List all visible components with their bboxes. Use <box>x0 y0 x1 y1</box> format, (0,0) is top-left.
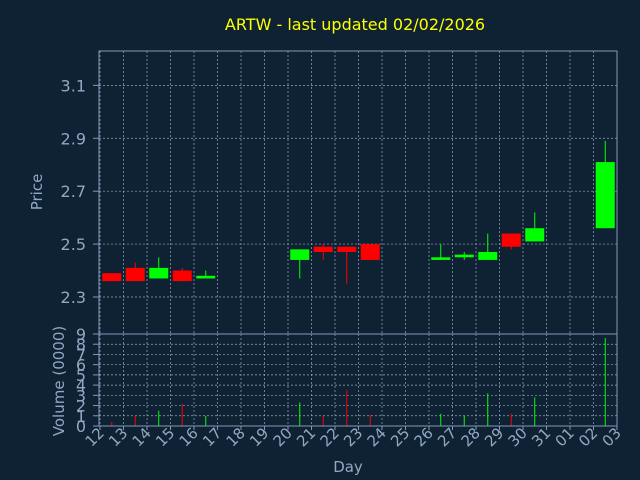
candle-body <box>337 246 357 253</box>
candle-body <box>125 267 145 282</box>
candle-body <box>313 246 333 253</box>
candle-body <box>149 267 169 279</box>
price-tick-label: 2.5 <box>61 235 86 254</box>
price-tick-label: 2.7 <box>61 182 86 201</box>
volume-tick-label: 8 <box>76 335 86 354</box>
candle-body <box>102 273 122 282</box>
volume-tick-label: 9 <box>76 325 86 344</box>
candles <box>102 140 615 284</box>
candle-body <box>196 275 216 279</box>
candle-body <box>595 162 615 229</box>
price-axis-label: Price <box>28 174 46 211</box>
volume-tick-label: 2 <box>76 397 86 416</box>
volume-panel-frame <box>98 333 618 427</box>
volume-tick-label: 6 <box>76 356 86 375</box>
candle-body <box>478 252 498 260</box>
candle-body <box>501 233 521 247</box>
volume-axis-label: Volume (0000) <box>50 326 68 436</box>
volume-tick-label: 3 <box>76 386 86 405</box>
x-ticks: 1213141516171819202122232425262728293031… <box>82 424 625 450</box>
volume-tick-label: 4 <box>76 376 86 395</box>
volume-grid <box>99 333 618 427</box>
volume-tick-label: 0 <box>76 417 86 436</box>
volume-tick-label: 7 <box>76 345 86 364</box>
x-axis-label: Day <box>333 458 363 476</box>
volume-tick-label: 1 <box>76 407 86 426</box>
price-tick-label: 2.3 <box>61 288 86 307</box>
price-grid <box>99 51 618 334</box>
chart-title: ARTW - last updated 02/02/2026 <box>225 15 485 34</box>
volume-bars <box>111 338 606 426</box>
candle-body <box>431 257 451 260</box>
candle-body <box>172 270 192 282</box>
price-y-ticks: 2.3 2.5 2.7 2.9 3.1 <box>61 76 99 307</box>
volume-tick-label: 5 <box>76 366 86 385</box>
candle-body <box>290 249 310 260</box>
candle-body <box>454 254 474 258</box>
price-tick-label: 2.9 <box>61 129 86 148</box>
price-tick-label: 3.1 <box>61 76 86 95</box>
candle-body <box>360 244 380 260</box>
candle-body <box>525 228 545 242</box>
